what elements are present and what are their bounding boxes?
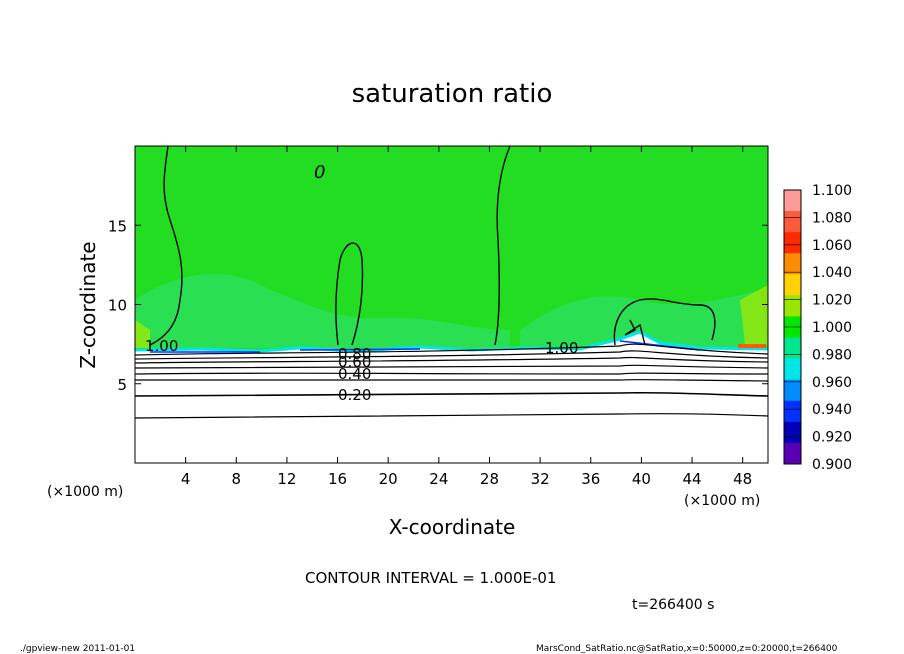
- contour-line: [624, 319, 646, 346]
- x-tick-label: 28: [480, 470, 499, 488]
- contour-line: [134, 378, 769, 382]
- x-tick-label: 16: [328, 470, 347, 488]
- contour-line: [613, 298, 716, 346]
- colorbar-swatch: [784, 337, 801, 360]
- footer-right: MarsCond_SatRatio.nc@SatRatio,x=0:50000,…: [536, 644, 838, 654]
- colorbar-label: 0.920: [812, 430, 852, 446]
- contour-label: 1.00: [545, 339, 578, 357]
- colorbar-label: 1.100: [812, 183, 852, 199]
- x-tick-label: 8: [232, 470, 242, 488]
- x-tick-label: 4: [181, 470, 191, 488]
- colorbar-swatch: [784, 421, 801, 444]
- y-tick-label: 5: [117, 376, 127, 394]
- colorbar-swatch: [784, 232, 801, 254]
- x-tick-label: 32: [531, 470, 550, 488]
- colorbar-label: 1.040: [812, 265, 852, 281]
- colorbar-label: 1.020: [812, 293, 852, 309]
- colorbar-swatch: [784, 442, 801, 465]
- colorbar-swatch: [784, 400, 801, 423]
- colorbar-label: 0.900: [812, 457, 852, 473]
- x-unit-left: (×1000 m): [47, 484, 123, 500]
- colorbar-swatch: [784, 379, 801, 402]
- colorbar-label: 0.940: [812, 402, 852, 418]
- x-tick-label: 24: [429, 470, 448, 488]
- yellow-shading-patch: [740, 285, 768, 345]
- contour-interval: CONTOUR INTERVAL = 1.000E-01: [305, 569, 556, 587]
- contour-labels: 1.00 1.00 0.80 0.60 0.40 0.20: [145, 337, 578, 404]
- yellow-shading-patch: [135, 320, 150, 348]
- contour-label: 0: [314, 162, 325, 183]
- colorbar-swatch: [784, 358, 801, 381]
- contour-label: 0.40: [338, 365, 371, 383]
- colorbar-label: 1.080: [812, 210, 852, 226]
- plot-area: 0 1.00 1.00 0.80 0.60 0.40 0.20: [134, 145, 769, 464]
- x-tick-label: 36: [581, 470, 600, 488]
- contour-line: [134, 343, 769, 356]
- footer-left: ./gpview-new 2011-01-01: [20, 644, 135, 654]
- contour-label: 0.60: [338, 353, 371, 371]
- contour-line: [494, 145, 511, 346]
- contour-line: [335, 242, 364, 346]
- y-tick-label: 10: [108, 297, 127, 315]
- x-tick-label: 12: [277, 470, 296, 488]
- colorbar-label: 0.980: [812, 347, 852, 363]
- time-label: t=266400 s: [632, 597, 714, 613]
- cloud-base-edge: [134, 330, 769, 353]
- contour-label: 1.00: [145, 337, 178, 355]
- contour-line: [134, 391, 769, 397]
- contour-line: [134, 364, 769, 369]
- x-axis-label: X-coordinate: [389, 515, 516, 539]
- warm-spot: [738, 344, 766, 348]
- x-tick-label: 48: [733, 470, 752, 488]
- contour-line: [149, 145, 183, 346]
- contour-lower: [134, 343, 769, 419]
- colorbar-label: 1.000: [812, 320, 852, 336]
- x-axis: 4 8 12 16 20 24 28 32 36 40 44 48: [181, 146, 752, 488]
- colorbar-swatch: [784, 274, 801, 296]
- colorbar-swatch: [784, 190, 801, 212]
- y-axis: 5 10 15: [108, 217, 768, 394]
- contour-line: [134, 372, 769, 375]
- colorbar-label: 1.060: [812, 238, 852, 254]
- colorbar-swatch: [784, 211, 801, 233]
- contour-label: 0.20: [338, 386, 371, 404]
- colorbar: 1.100 1.080 1.060 1.040 1.020 1.000 0.980 0.960…: [783, 183, 852, 473]
- x-unit-right: (×1000 m): [684, 493, 760, 509]
- x-tick-label: 40: [632, 470, 651, 488]
- teal-shading-patch: [135, 273, 510, 348]
- contour-1-00: [149, 145, 716, 346]
- contour-line: [134, 413, 769, 419]
- teal-shading-patch: [520, 290, 768, 348]
- x-tick-label: 44: [682, 470, 701, 488]
- x-tick-label: 20: [379, 470, 398, 488]
- y-tick-label: 15: [108, 217, 127, 235]
- contour-label: 0.80: [338, 345, 371, 363]
- contour-line: [134, 350, 769, 360]
- colorbar-label: 0.960: [812, 375, 852, 391]
- colorbar-swatch: [784, 295, 801, 317]
- colorbar-swatch: [784, 253, 801, 275]
- chart-title: saturation ratio: [352, 79, 553, 109]
- y-axis-label: Z-coordinate: [76, 241, 100, 368]
- contour-line: [134, 356, 769, 364]
